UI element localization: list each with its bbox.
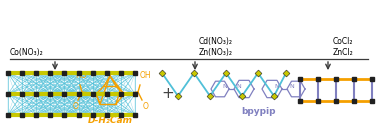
Text: D-H₂Cam: D-H₂Cam [87, 116, 133, 125]
Text: OH: OH [140, 71, 152, 80]
Text: HO: HO [75, 71, 87, 80]
Text: Co(NO₃)₂: Co(NO₃)₂ [10, 48, 44, 57]
Text: Cd(NO₃)₂
Zn(NO₃)₂: Cd(NO₃)₂ Zn(NO₃)₂ [199, 37, 233, 57]
Text: N: N [222, 83, 227, 89]
Text: CoCl₂
ZnCl₂: CoCl₂ ZnCl₂ [333, 37, 354, 57]
Text: O: O [73, 102, 79, 111]
Text: N: N [237, 83, 242, 89]
Text: +: + [162, 86, 174, 100]
Text: bpypip: bpypip [241, 107, 275, 116]
Text: N: N [275, 83, 279, 89]
Text: N: N [289, 83, 294, 89]
Text: O: O [143, 102, 149, 111]
